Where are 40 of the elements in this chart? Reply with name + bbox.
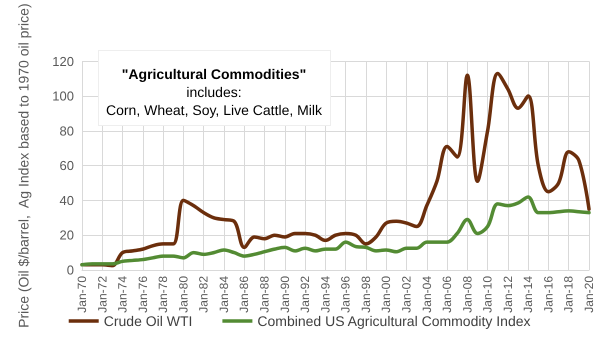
x-tick-label: Jan-94	[318, 276, 332, 313]
x-tick-label: Jan-12	[500, 276, 515, 313]
x-tick-label: Jan-92	[298, 276, 312, 313]
y-axis-title: Price (Oil $/barrel, Ag Index based to 1970 oil price)	[16, 3, 32, 328]
x-tick-label: Jan-82	[196, 276, 211, 313]
annotation: "Agricultural Commodities"	[122, 66, 306, 82]
x-tick-label: Jan-98	[358, 276, 373, 313]
line-series	[80, 195, 591, 267]
x-tick-label: Jan-78	[156, 276, 170, 313]
x-tick-label: Jan-76	[136, 276, 150, 313]
y-tick-label: 20	[60, 228, 74, 243]
y-tick-label: 60	[60, 158, 74, 174]
x-tick-label: Jan-02	[399, 276, 414, 313]
x-tick-label: Jan-88	[258, 276, 272, 313]
legend-label: Combined US Agricultural Commodity Index	[257, 313, 531, 329]
x-tick-label: Jan-70	[75, 276, 89, 313]
y-tick-label: 80	[60, 123, 74, 138]
x-tick-label: Jan-00	[379, 276, 394, 313]
x-tick-label: Jan-18	[562, 276, 576, 313]
x-tick-label: Jan-06	[440, 276, 454, 313]
x-tick-label: Jan-74	[116, 276, 130, 313]
x-tick-label: Jan-90	[278, 276, 292, 313]
x-tick-label: Jan-20	[582, 276, 596, 313]
y-tick-label: 40	[60, 192, 74, 208]
x-tick-label: Jan-08	[460, 276, 474, 313]
y-tick-label: 0	[66, 262, 74, 278]
x-tick-label: Jan-84	[216, 276, 231, 313]
legend-label: Crude Oil WTI	[104, 313, 192, 329]
x-tick-label: Jan-96	[338, 276, 353, 313]
x-tick-label: Jan-14	[521, 276, 536, 313]
y-tick-label: 100	[52, 88, 74, 104]
x-tick-label: Jan-16	[541, 276, 556, 313]
annotation: includes:	[186, 84, 242, 100]
x-tick-label: Jan-72	[95, 276, 110, 313]
x-tick-label: Jan-80	[176, 276, 190, 313]
x-tick-label: Jan-10	[480, 276, 495, 313]
x-tick-label: Jan-86	[237, 276, 252, 313]
y-tick-label: 120	[52, 54, 74, 69]
x-tick-label: Jan-04	[420, 276, 434, 313]
annotation: Corn, Wheat, Soy, Live Cattle, Milk	[106, 102, 324, 118]
